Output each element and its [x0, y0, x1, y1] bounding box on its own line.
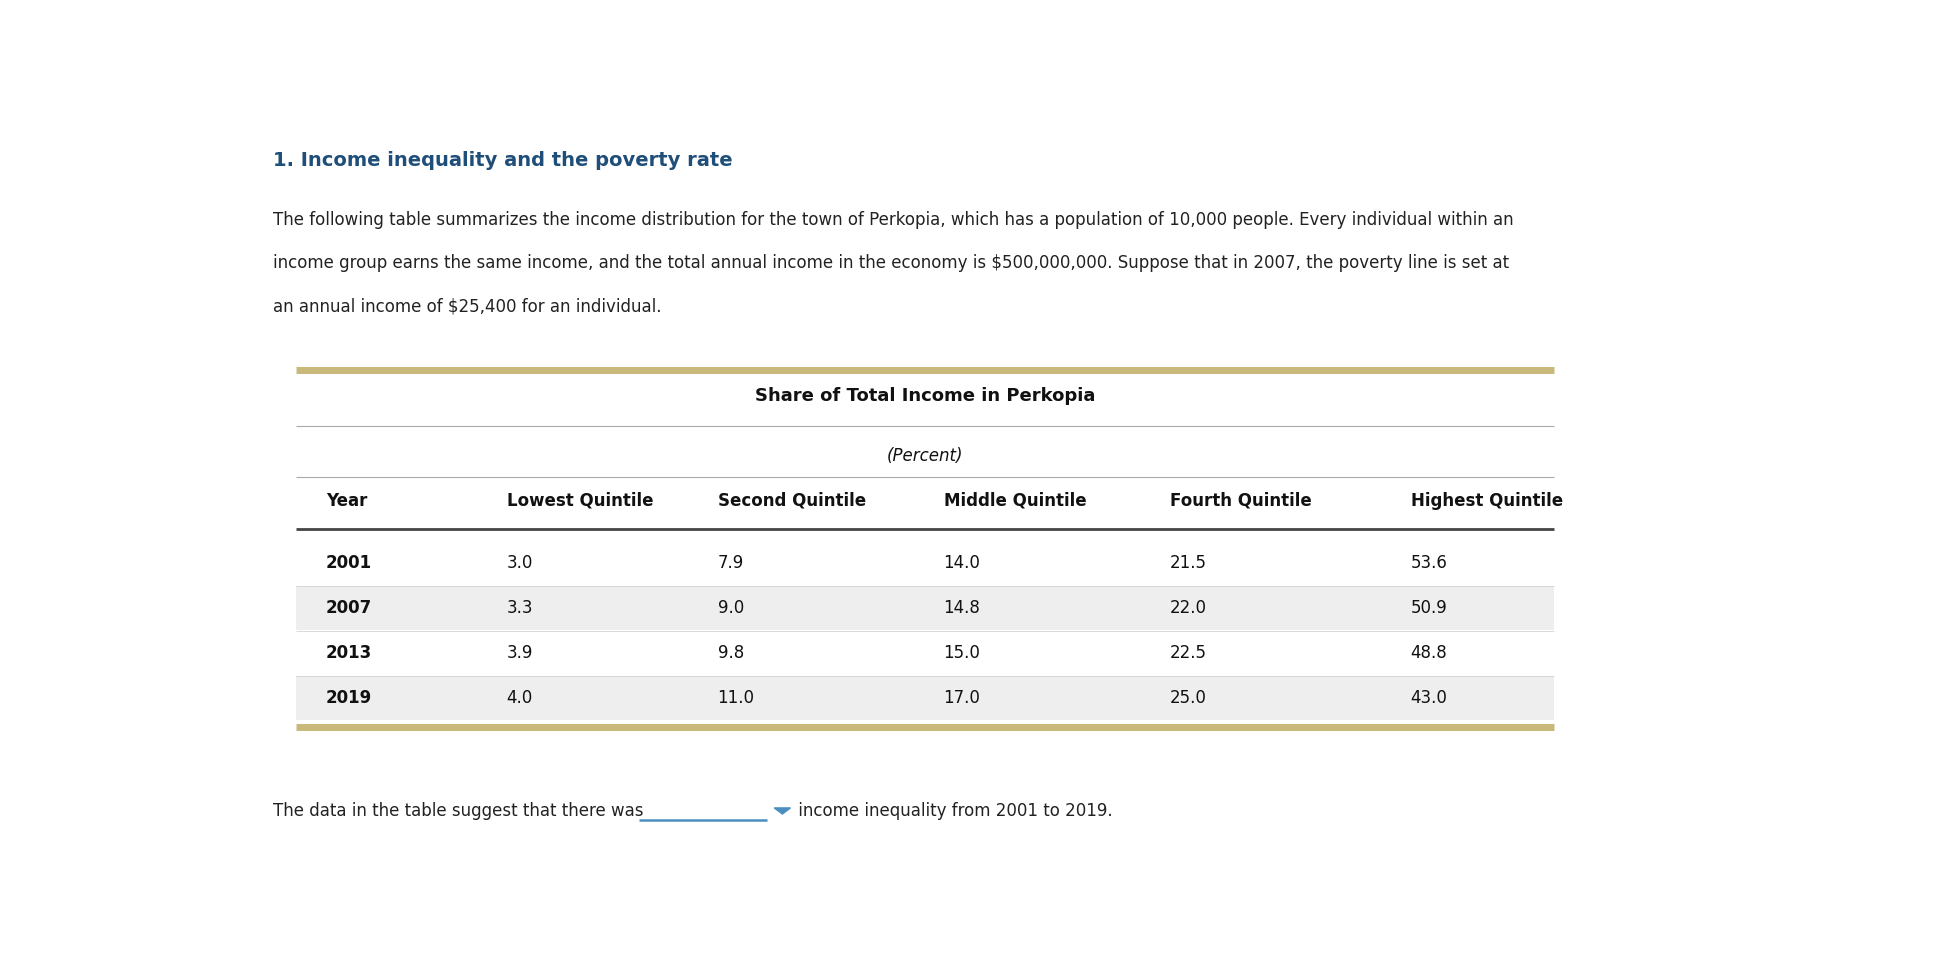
- Bar: [295, 586, 1553, 630]
- Text: Second Quintile: Second Quintile: [717, 492, 865, 509]
- Text: 22.0: 22.0: [1170, 599, 1207, 618]
- Text: 2013: 2013: [327, 644, 371, 662]
- Text: 21.5: 21.5: [1170, 554, 1207, 572]
- Text: 11.0: 11.0: [717, 690, 754, 707]
- Text: Highest Quintile: Highest Quintile: [1411, 492, 1563, 509]
- Text: 4.0: 4.0: [507, 690, 533, 707]
- Text: Year: Year: [327, 492, 367, 509]
- Text: 3.3: 3.3: [507, 599, 533, 618]
- Text: 7.9: 7.9: [717, 554, 745, 572]
- Text: 3.0: 3.0: [507, 554, 533, 572]
- Text: Lowest Quintile: Lowest Quintile: [507, 492, 653, 509]
- Text: 1. Income inequality and the poverty rate: 1. Income inequality and the poverty rat…: [272, 151, 733, 169]
- Text: 2001: 2001: [327, 554, 371, 572]
- Text: 25.0: 25.0: [1170, 690, 1207, 707]
- Text: 53.6: 53.6: [1411, 554, 1448, 572]
- Text: 22.5: 22.5: [1170, 644, 1207, 662]
- Text: 14.8: 14.8: [943, 599, 980, 618]
- Bar: [295, 676, 1553, 720]
- Text: Share of Total Income in Perkopia: Share of Total Income in Perkopia: [754, 387, 1094, 405]
- Text: an annual income of $25,400 for an individual.: an annual income of $25,400 for an indiv…: [272, 298, 661, 316]
- Text: 14.0: 14.0: [943, 554, 980, 572]
- Text: 3.9: 3.9: [507, 644, 533, 662]
- Text: 43.0: 43.0: [1411, 690, 1448, 707]
- Polygon shape: [774, 807, 791, 814]
- Text: 9.0: 9.0: [717, 599, 745, 618]
- Text: 2019: 2019: [327, 690, 371, 707]
- Text: 2007: 2007: [327, 599, 371, 618]
- Text: 48.8: 48.8: [1411, 644, 1448, 662]
- Text: (Percent): (Percent): [886, 447, 962, 465]
- Text: income inequality from 2001 to 2019.: income inequality from 2001 to 2019.: [793, 802, 1112, 819]
- Text: 50.9: 50.9: [1411, 599, 1448, 618]
- Text: Middle Quintile: Middle Quintile: [943, 492, 1087, 509]
- Text: 15.0: 15.0: [943, 644, 980, 662]
- Text: Fourth Quintile: Fourth Quintile: [1170, 492, 1312, 509]
- Text: 17.0: 17.0: [943, 690, 980, 707]
- Text: The data in the table suggest that there was: The data in the table suggest that there…: [272, 802, 649, 819]
- Text: 9.8: 9.8: [717, 644, 745, 662]
- Text: income group earns the same income, and the total annual income in the economy i: income group earns the same income, and …: [272, 254, 1509, 272]
- Text: The following table summarizes the income distribution for the town of Perkopia,: The following table summarizes the incom…: [272, 210, 1514, 229]
